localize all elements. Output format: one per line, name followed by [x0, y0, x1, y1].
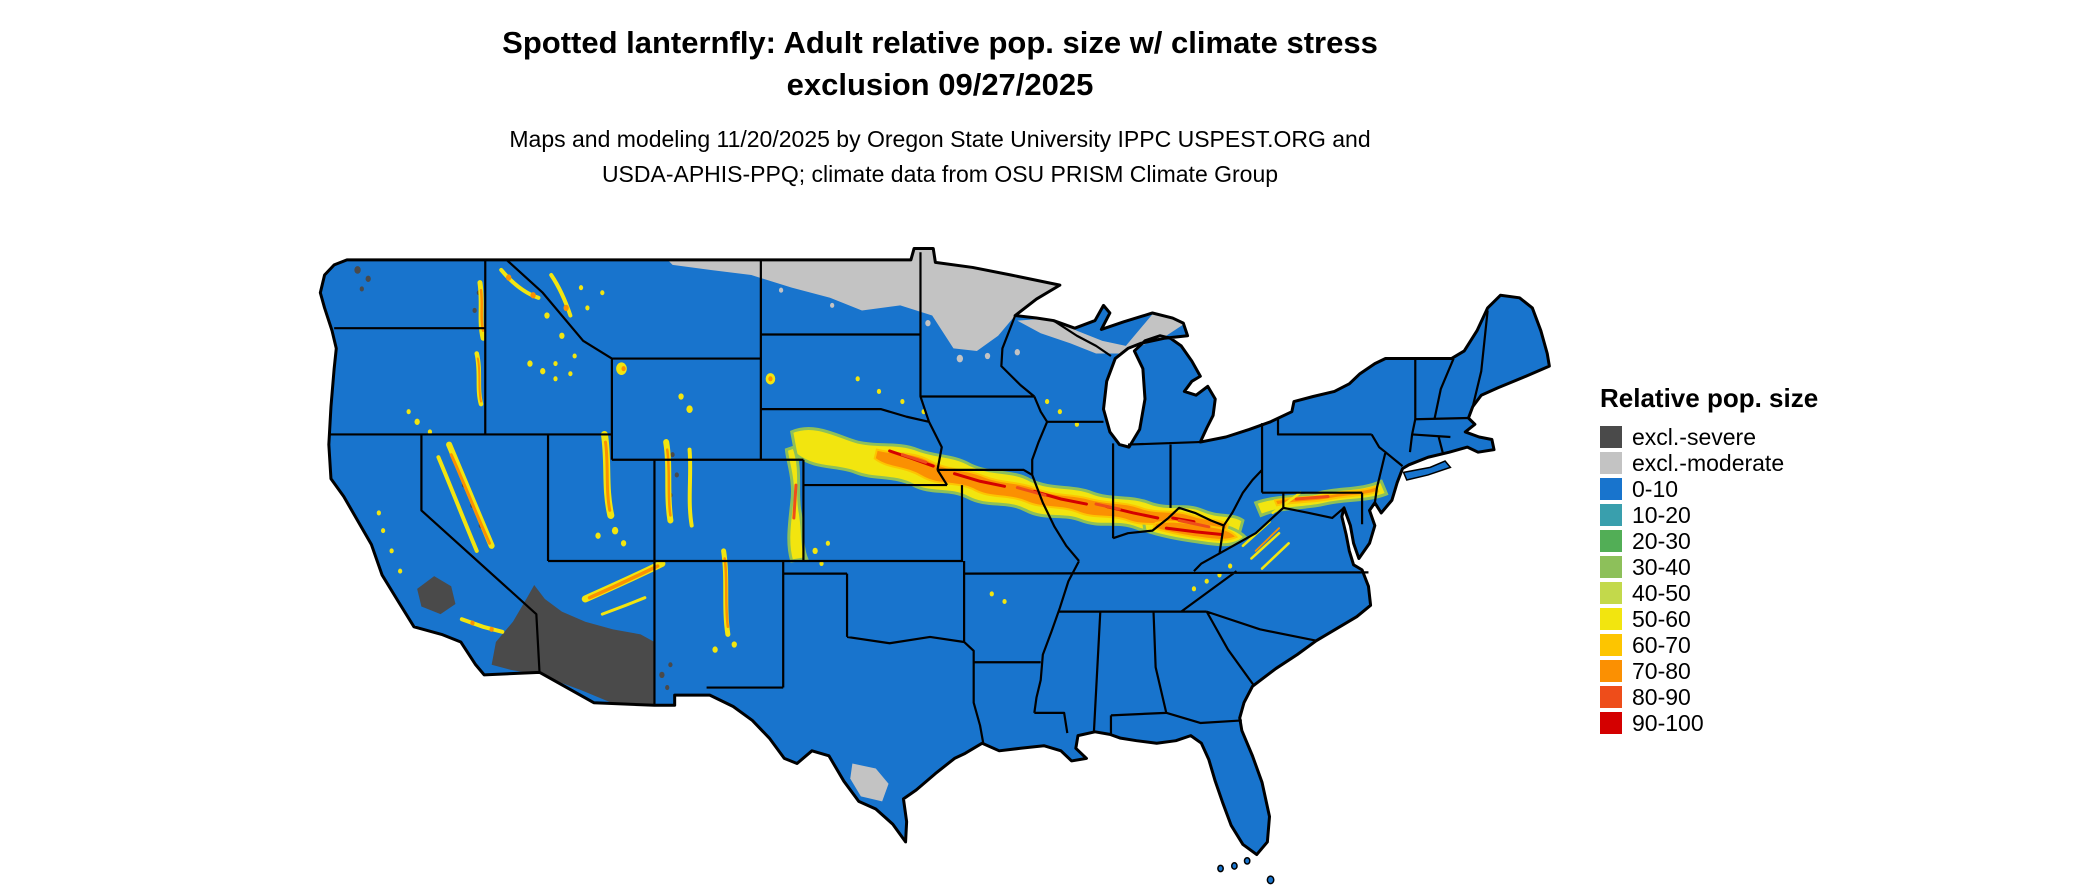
legend-label: 10-20: [1632, 502, 1691, 528]
legend-item: excl.-moderate: [1600, 450, 1920, 476]
legend-item: 70-80: [1600, 658, 1920, 684]
map-title: Spotted lanternfly: Adult relative pop. …: [0, 22, 1880, 106]
heat-band-corn-belt: [786, 376, 1386, 605]
map-subtitle-line2: USDA-APHIS-PPQ; climate data from OSU PR…: [601, 160, 1279, 187]
state-borders: [330, 252, 1488, 743]
legend-label: 90-100: [1632, 710, 1704, 736]
legend-item: 10-20: [1600, 502, 1920, 528]
legend-swatch: [1600, 556, 1622, 578]
legend-label: 60-70: [1632, 632, 1691, 658]
legend-swatch: [1600, 608, 1622, 630]
legend-swatch: [1600, 660, 1622, 682]
legend-label: 20-30: [1632, 528, 1691, 554]
map-title-line2: exclusion 09/27/2025: [786, 66, 1094, 102]
legend-label: 80-90: [1632, 684, 1691, 710]
legend-swatch: [1600, 504, 1622, 526]
legend-label: 50-60: [1632, 606, 1691, 632]
legend-swatch: [1600, 686, 1622, 708]
legend-item: 40-50: [1600, 580, 1920, 606]
legend-swatch: [1600, 712, 1622, 734]
long-island: [1404, 461, 1451, 480]
legend-swatch: [1600, 530, 1622, 552]
legend-swatch: [1600, 582, 1622, 604]
legend-swatch: [1600, 426, 1622, 448]
legend-label: excl.-moderate: [1632, 450, 1785, 476]
map-fill-layers: [320, 248, 1550, 855]
legend-item: 20-30: [1600, 528, 1920, 554]
legend-label: 0-10: [1632, 476, 1679, 502]
map-subtitle: Maps and modeling 11/20/2025 by Oregon S…: [0, 122, 1880, 191]
legend-item: 0-10: [1600, 476, 1920, 502]
legend-title: Relative pop. size: [1600, 383, 1819, 413]
legend-label: 30-40: [1632, 554, 1691, 580]
legend-swatch: [1600, 452, 1622, 474]
us-map: [318, 246, 1552, 890]
legend-label: 70-80: [1632, 658, 1691, 684]
legend-label: 40-50: [1632, 580, 1691, 606]
legend: Relative pop. size excl.-severe excl.-mod…: [1600, 383, 1920, 738]
heat-patches-west: [376, 270, 776, 653]
map-subtitle-line1: Maps and modeling 11/20/2025 by Oregon S…: [509, 126, 1371, 152]
legend-item: 30-40: [1600, 554, 1920, 580]
legend-item: 90-100: [1600, 710, 1920, 736]
legend-item: 60-70: [1600, 632, 1920, 658]
legend-items: excl.-severe excl.-moderate 0-10 10-20 20-30…: [1600, 424, 1920, 736]
legend-swatch: [1600, 478, 1622, 500]
legend-swatch: [1600, 634, 1622, 656]
legend-label: excl.-severe: [1632, 424, 1756, 450]
legend-item: excl.-severe: [1600, 424, 1920, 450]
legend-item: 80-90: [1600, 684, 1920, 710]
map-container: [315, 232, 1560, 890]
florida-keys: [1218, 858, 1274, 884]
map-title-line1: Spotted lanternfly: Adult relative pop. …: [502, 25, 1378, 60]
legend-item: 50-60: [1600, 606, 1920, 632]
